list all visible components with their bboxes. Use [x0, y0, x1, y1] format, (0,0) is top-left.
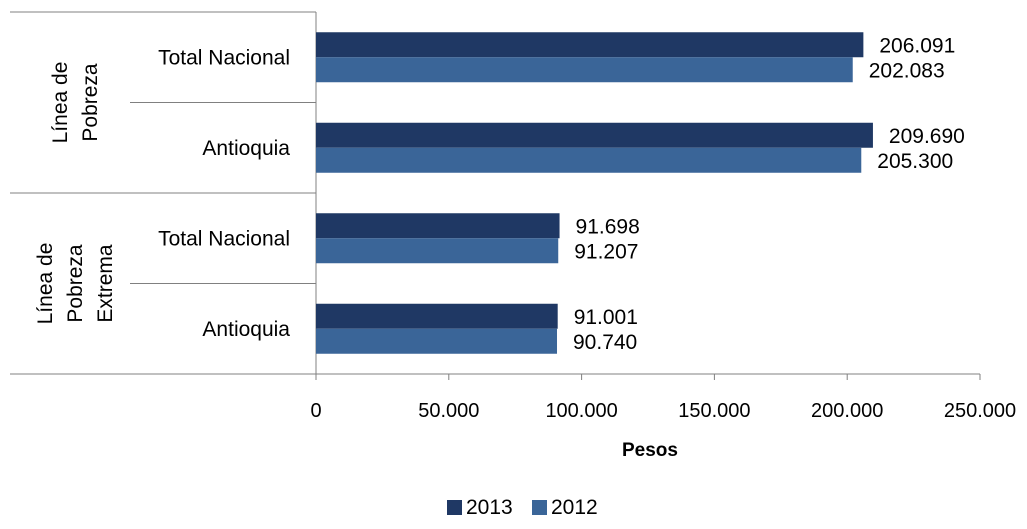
- data-label: 206.091: [879, 34, 955, 57]
- legend-label: 2013: [466, 496, 513, 519]
- category-label: Total Nacional: [158, 46, 290, 69]
- data-label: 91.698: [576, 215, 640, 238]
- group-label-line: Línea de: [49, 62, 72, 144]
- group-label: Línea de Pobreza: [49, 62, 102, 144]
- legend: 2013 2012: [447, 496, 598, 519]
- category-label: Antioquia: [202, 318, 290, 341]
- x-tick-label: 150.000: [678, 400, 750, 422]
- data-label: 205.300: [877, 150, 953, 173]
- data-label: 91.207: [574, 240, 638, 263]
- x-tick-label: 0: [310, 400, 321, 422]
- legend-swatch-2012: [532, 500, 547, 515]
- group-label-line: Línea de: [34, 243, 57, 325]
- bar-2013: [316, 213, 560, 239]
- bar-2012: [316, 57, 853, 83]
- category-label: Antioquia: [202, 137, 290, 160]
- bar-2012: [316, 328, 558, 354]
- data-label: 90.740: [573, 331, 637, 354]
- bar-2012: [316, 238, 559, 264]
- x-tick-label: 50.000: [418, 400, 479, 422]
- data-label: 209.690: [889, 125, 965, 148]
- x-tick-label: 200.000: [811, 400, 883, 422]
- group-label-line: Pobreza: [79, 63, 102, 142]
- bar-layer: [316, 32, 873, 354]
- bar-2013: [316, 303, 558, 329]
- bar-2013: [316, 32, 864, 58]
- x-tick-label: 250.000: [944, 400, 1016, 422]
- group-label: Línea de Pobreza Extrema: [34, 243, 117, 325]
- bar-2013: [316, 122, 873, 148]
- group-label-line: Extrema: [94, 244, 117, 323]
- x-axis-title: Pesos: [622, 440, 678, 461]
- group-label-line: Pobreza: [64, 244, 87, 323]
- category-label: Total Nacional: [158, 227, 290, 250]
- data-label: 91.001: [574, 306, 638, 329]
- bar-2012: [316, 147, 862, 173]
- axis-layer: 0 50.000 100.000 150.000 200.000 250.000: [10, 11, 1016, 422]
- legend-label: 2012: [551, 496, 598, 519]
- legend-swatch-2013: [447, 500, 462, 515]
- x-tick-label: 100.000: [545, 400, 617, 422]
- data-label: 202.083: [869, 59, 945, 82]
